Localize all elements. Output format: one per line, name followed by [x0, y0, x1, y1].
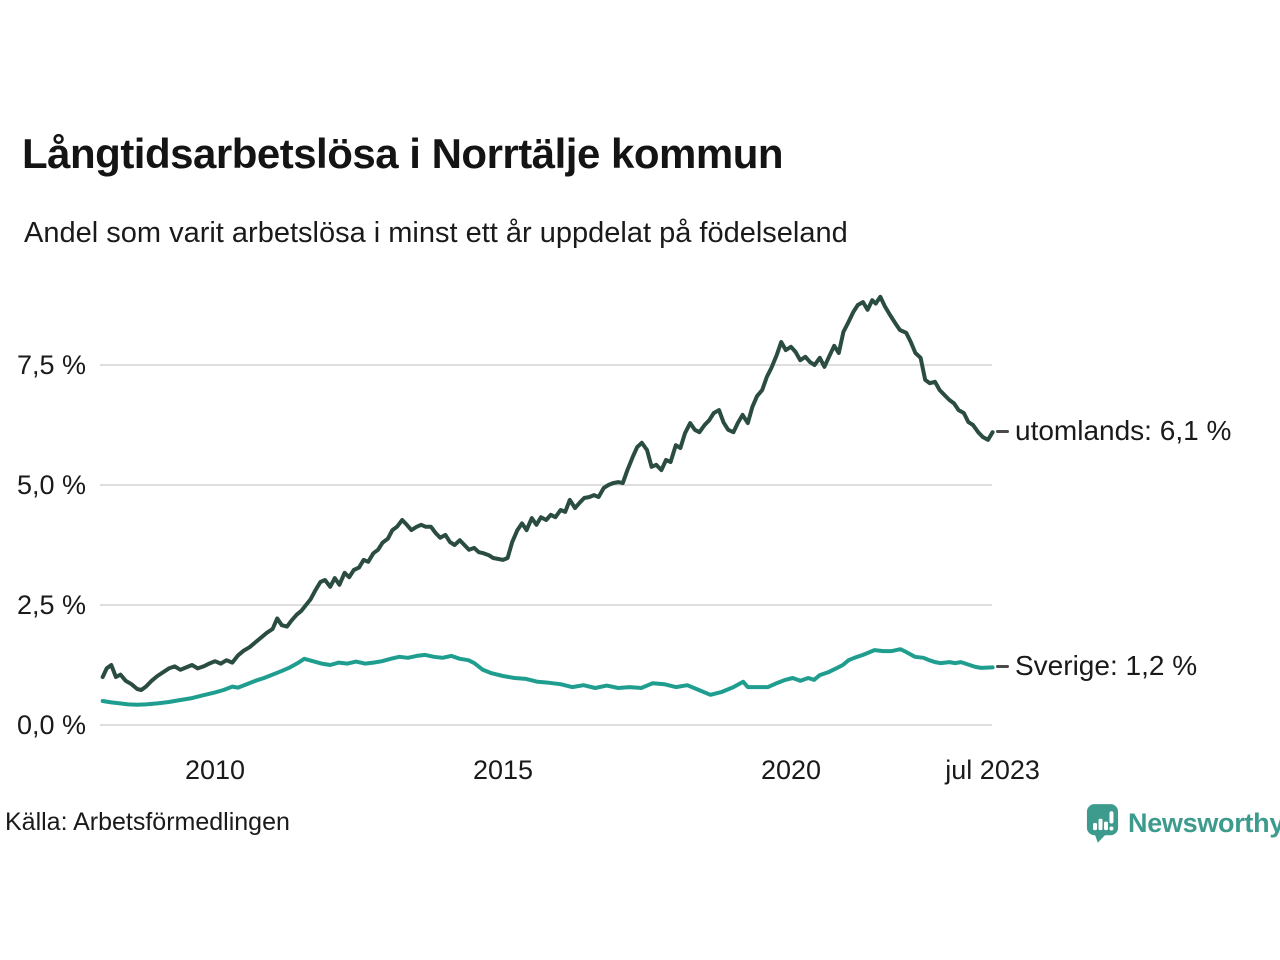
x-tick-label: jul 2023 [945, 755, 1040, 785]
x-tick-label: 2010 [184, 755, 246, 785]
series-end-label-utomlands-text: utomlands: 6,1 % [1015, 415, 1232, 447]
newsworthy-logo: Newsworthy [1086, 802, 1280, 844]
series-end-label-sverige: Sverige: 1,2 % [996, 646, 1197, 686]
y-tick-label: 0,0 % [16, 710, 86, 740]
leader-dash-icon [996, 429, 1009, 433]
series-end-label-utomlands: utomlands: 6,1 % [996, 411, 1231, 451]
chart-subtitle: Andel som varit arbetslösa i minst ett å… [24, 217, 848, 249]
x-tick-label: 2015 [472, 755, 534, 785]
x-tick-label: 2020 [760, 755, 822, 785]
series-end-label-sverige-text: Sverige: 1,2 % [1015, 650, 1198, 682]
leader-dash-icon [996, 664, 1009, 668]
series-line-sverige [100, 647, 995, 707]
series-line-utomlands [100, 294, 995, 692]
newsworthy-wordmark: Newsworthy [1128, 807, 1280, 838]
y-tick-label: 5,0 % [16, 470, 86, 500]
page-title: Långtidsarbetslösa i Norrtälje kommun [22, 130, 784, 177]
y-tick-label: 7,5 % [16, 350, 86, 380]
source-attribution: Källa: Arbetsförmedlingen [5, 808, 290, 836]
y-tick-label: 2,5 % [16, 590, 86, 620]
newsworthy-bars-icon [1086, 804, 1119, 843]
series-lines [100, 294, 995, 707]
gridlines [100, 364, 992, 726]
